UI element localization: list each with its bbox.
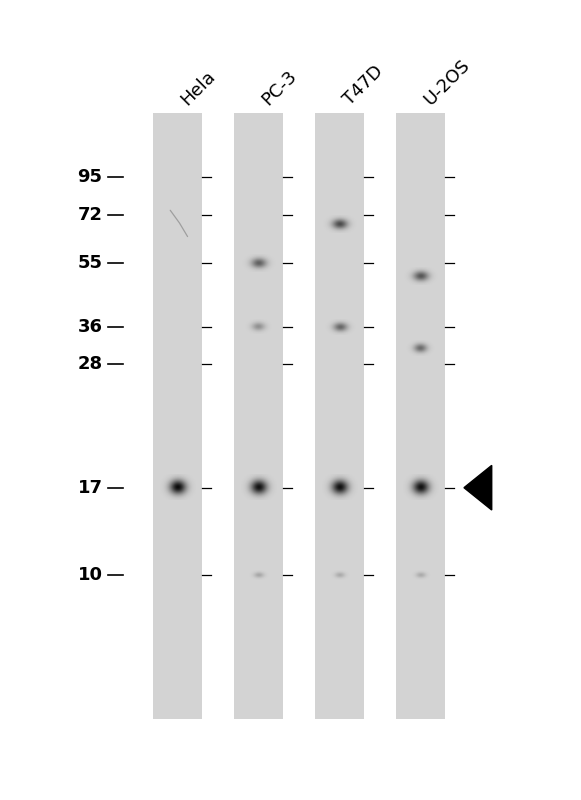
Text: 72: 72 xyxy=(78,206,103,224)
Text: 95: 95 xyxy=(78,168,103,186)
Text: 17: 17 xyxy=(78,478,103,497)
Text: 36: 36 xyxy=(78,318,103,336)
Text: T47D: T47D xyxy=(340,62,386,109)
Text: PC-3: PC-3 xyxy=(259,67,301,109)
Text: 55: 55 xyxy=(78,254,103,272)
Text: Hela: Hela xyxy=(178,67,220,109)
Text: U-2OS: U-2OS xyxy=(421,56,474,109)
Bar xyxy=(234,113,284,719)
Polygon shape xyxy=(464,466,492,510)
Bar xyxy=(153,113,202,719)
Text: 10: 10 xyxy=(78,566,103,584)
Bar xyxy=(396,113,445,719)
Bar xyxy=(315,113,364,719)
Text: 28: 28 xyxy=(77,355,103,373)
